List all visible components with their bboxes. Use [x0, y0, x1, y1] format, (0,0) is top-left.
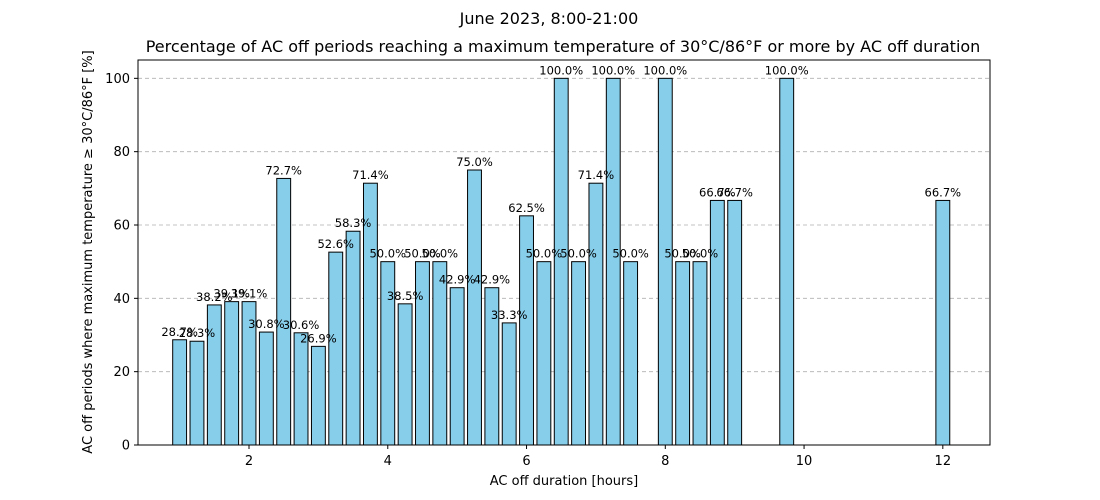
bar-value-label: 38.5%	[387, 289, 424, 303]
bar-value-label: 39.1%	[213, 287, 250, 301]
bar-value-label: 42.9%	[474, 273, 511, 287]
bar-value-label: 33.3%	[491, 308, 528, 322]
bar-value-label: 28.3%	[179, 326, 216, 340]
bar-value-label: 28.7%	[161, 325, 198, 339]
bar	[935, 199, 951, 446]
x-axis-label: AC off duration [hours]	[490, 474, 638, 489]
bar-value-label: 50.0%	[612, 247, 649, 261]
x-tick-label: 10	[796, 454, 813, 469]
bar-value-label: 100.0%	[643, 63, 687, 77]
bar	[172, 339, 188, 446]
x-tick-label: 2	[245, 454, 253, 469]
y-axis-label: AC off periods where maximum temperature…	[81, 50, 96, 453]
plot-frame	[137, 59, 991, 446]
bar	[779, 77, 795, 446]
bar	[588, 182, 604, 446]
bar-value-label: 39.1%	[231, 287, 268, 301]
bar-value-label: 71.4%	[578, 168, 615, 182]
bar-value-label: 30.8%	[248, 317, 285, 331]
bar	[623, 261, 639, 446]
y-tick-label: 20	[113, 365, 130, 380]
bar	[293, 332, 309, 446]
bar	[692, 261, 708, 446]
y-tick-label: 0	[122, 439, 130, 454]
bar	[709, 199, 725, 446]
y-tick-label: 60	[113, 219, 130, 234]
bar-value-label: 26.9%	[300, 331, 337, 345]
bars	[172, 77, 951, 446]
bar	[605, 77, 621, 446]
bar	[553, 77, 569, 446]
bar-value-label: 50.0%	[526, 247, 563, 261]
bar-value-label: 66.7%	[699, 185, 736, 199]
x-tick-label: 4	[384, 454, 392, 469]
bar-value-label: 50.0%	[422, 247, 459, 261]
bar-value-label: 100.0%	[765, 63, 809, 77]
data-labels: 28.7%28.3% 38.2%39.1%39.1% 30.8% 72.7% 30.6%…	[161, 63, 961, 345]
y-tick-label: 80	[113, 145, 130, 160]
bar	[276, 177, 292, 446]
bar-value-label: 50.0%	[369, 247, 406, 261]
bar	[467, 169, 482, 446]
bar-value-label: 100.0%	[539, 63, 583, 77]
bar-value-label: 42.9%	[439, 273, 476, 287]
bar-value-label: 50.0%	[664, 247, 701, 261]
bar-value-label: 66.7%	[925, 185, 962, 199]
bar	[571, 261, 587, 446]
chart-subtitle: Percentage of AC off periods reaching a …	[146, 37, 981, 56]
x-tick-label: 12	[935, 454, 952, 469]
bar-value-label: 100.0%	[591, 63, 635, 77]
bar-value-label: 71.4%	[352, 168, 389, 182]
bar	[501, 322, 517, 446]
bar-value-label: 62.5%	[508, 201, 545, 215]
y-axis: 0 20 40 60 80 100	[105, 72, 138, 454]
bar-value-label: 72.7%	[265, 163, 302, 177]
bar	[727, 199, 743, 446]
bar-value-label: 75.0%	[456, 155, 493, 169]
bar-value-label: 50.0%	[682, 247, 719, 261]
bar-value-label: 50.0%	[560, 247, 597, 261]
bar-value-label: 38.2%	[196, 290, 233, 304]
x-tick-label: 6	[522, 454, 530, 469]
y-tick-label: 100	[105, 72, 130, 87]
bar-value-label: 30.6%	[283, 318, 320, 332]
bar	[449, 287, 465, 446]
bar	[432, 261, 448, 446]
chart-title: June 2023, 8:00-21:00	[459, 9, 639, 28]
bar	[189, 340, 205, 446]
bar	[536, 261, 552, 446]
bar-value-label: 52.6%	[317, 237, 354, 251]
bar-value-label: 66.7%	[716, 185, 753, 199]
x-axis: 2 4 6 8 10 12	[245, 445, 951, 469]
bar	[397, 303, 413, 446]
bar-value-label: 58.3%	[335, 216, 372, 230]
x-tick-label: 8	[661, 454, 669, 469]
bar	[328, 251, 344, 446]
bar	[258, 331, 274, 446]
bar	[675, 261, 691, 446]
bar	[657, 77, 673, 446]
bar	[310, 345, 326, 446]
y-tick-label: 40	[113, 292, 130, 307]
bar-value-label: 50.0%	[404, 247, 441, 261]
bar	[345, 230, 361, 446]
bar	[224, 301, 240, 446]
